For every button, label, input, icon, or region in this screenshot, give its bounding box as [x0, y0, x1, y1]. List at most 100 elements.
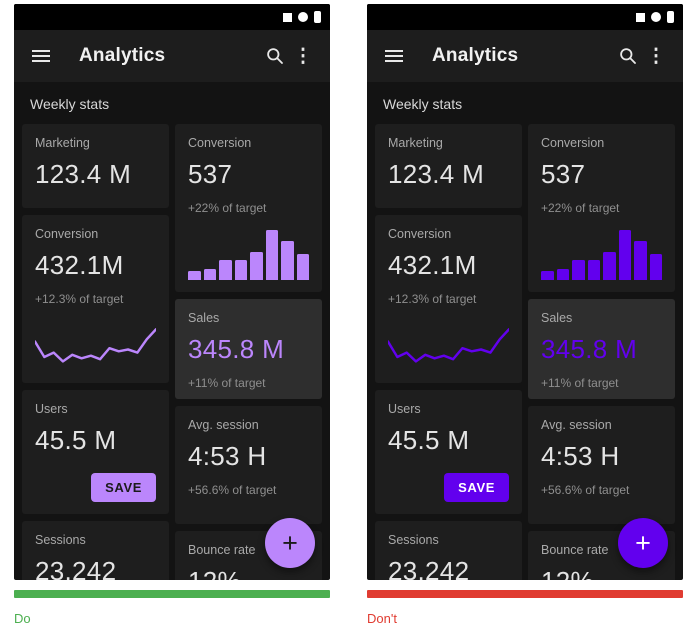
card-value: 345.8 M	[188, 334, 285, 364]
search-button[interactable]	[614, 42, 642, 70]
conversion-sparkline-chart	[388, 328, 509, 363]
section-title: Weekly stats	[30, 96, 110, 112]
card-label: Bounce rate	[188, 543, 256, 557]
left-column: Marketing 123.4 M Conversion 432.1M +12.…	[375, 124, 522, 580]
battery-icon	[314, 11, 321, 23]
do-indicator-bar	[14, 590, 330, 598]
card-avg-session: Avg. session 4:53 H +56.6% of target	[175, 406, 322, 524]
overflow-menu-button[interactable]: ⋮	[289, 42, 317, 70]
save-button[interactable]: SAVE	[444, 473, 509, 502]
card-users: Users 45.5 M SAVE	[22, 390, 169, 514]
app-bar: Analytics ⋮	[14, 30, 330, 82]
app-title: Analytics	[79, 45, 166, 66]
card-value: 23,242	[388, 556, 470, 580]
fab-add-button[interactable]: +	[618, 518, 668, 568]
signal-icon	[636, 12, 645, 22]
card-value: 45.5 M	[35, 425, 117, 455]
card-label: Conversion	[35, 227, 99, 241]
card-delta: +12.3% of target	[388, 292, 477, 306]
stats-grid: Marketing 123.4 M Conversion 432.1M +12.…	[14, 124, 330, 580]
kebab-icon: ⋮	[293, 45, 313, 67]
card-conversion-bar: Conversion 537 +22% of target	[175, 124, 322, 292]
card-conversion-line: Conversion 432.1M +12.3% of target	[22, 215, 169, 383]
card-sales: Sales 345.8 M +11% of target	[528, 299, 675, 399]
card-delta: +11% of target	[541, 376, 619, 390]
signal-icon	[283, 12, 292, 22]
right-column: Conversion 537 +22% of target Sales 345.…	[528, 124, 675, 580]
card-value: 4:53 H	[188, 441, 267, 471]
conversion-sparkline-chart	[35, 328, 156, 363]
plus-icon: +	[282, 527, 298, 558]
conversion-bar-chart	[188, 230, 309, 280]
menu-button[interactable]	[380, 42, 408, 70]
card-delta: +22% of target	[541, 201, 620, 215]
stats-grid: Marketing 123.4 M Conversion 432.1M +12.…	[367, 124, 683, 580]
kebab-icon: ⋮	[646, 45, 666, 67]
fab-add-button[interactable]: +	[265, 518, 315, 568]
conversion-bar-chart	[541, 230, 662, 280]
dont-label: Don't	[367, 611, 397, 626]
card-label: Users	[388, 402, 421, 416]
app-bar: Analytics ⋮	[367, 30, 683, 82]
hamburger-icon	[385, 55, 403, 57]
phone-mockup-do: Analytics ⋮ Weekly stats Marketing 123.4…	[14, 4, 330, 580]
card-label: Marketing	[388, 136, 443, 150]
hamburger-icon	[32, 55, 50, 57]
card-label: Sales	[188, 311, 220, 325]
card-value: 12%	[188, 566, 309, 580]
search-button[interactable]	[261, 42, 289, 70]
card-delta: +12.3% of target	[35, 292, 124, 306]
card-value: 23,242	[35, 556, 117, 580]
status-bar	[367, 4, 683, 30]
plus-icon: +	[635, 527, 651, 558]
battery-icon	[667, 11, 674, 23]
phone-mockup-dont: Analytics ⋮ Weekly stats Marketing 123.4…	[367, 4, 683, 580]
card-label: Conversion	[541, 136, 605, 150]
app-title: Analytics	[432, 45, 519, 66]
do-label: Do	[14, 611, 31, 626]
card-label: Avg. session	[188, 418, 259, 432]
card-label: Bounce rate	[541, 543, 609, 557]
card-value: 12%	[541, 566, 662, 580]
menu-button[interactable]	[27, 42, 55, 70]
card-sales: Sales 345.8 M +11% of target	[175, 299, 322, 399]
right-column: Conversion 537 +22% of target Sales 345.…	[175, 124, 322, 580]
dont-panel: Analytics ⋮ Weekly stats Marketing 123.4…	[367, 4, 683, 626]
card-value: 4:53 H	[541, 441, 620, 471]
card-label: Conversion	[388, 227, 452, 241]
card-delta: +11% of target	[188, 376, 266, 390]
card-conversion-bar: Conversion 537 +22% of target	[528, 124, 675, 292]
status-bar	[14, 4, 330, 30]
card-value: 537	[188, 159, 233, 189]
card-delta: +56.6% of target	[541, 483, 630, 497]
card-value: 123.4 M	[388, 159, 485, 189]
card-label: Sessions	[388, 533, 439, 547]
card-label: Sessions	[35, 533, 86, 547]
card-sessions: Sessions 23,242	[375, 521, 522, 580]
search-icon	[267, 48, 283, 64]
wifi-icon	[298, 12, 308, 22]
do-panel: Analytics ⋮ Weekly stats Marketing 123.4…	[14, 4, 330, 626]
card-users: Users 45.5 M SAVE	[375, 390, 522, 514]
card-value: 45.5 M	[388, 425, 470, 455]
card-avg-session: Avg. session 4:53 H +56.6% of target	[528, 406, 675, 524]
card-value: 432.1M	[35, 250, 124, 280]
card-value: 345.8 M	[541, 334, 638, 364]
card-value: 432.1M	[388, 250, 477, 280]
comparison-stage: Analytics ⋮ Weekly stats Marketing 123.4…	[14, 4, 683, 626]
section-title: Weekly stats	[383, 96, 463, 112]
card-value: 123.4 M	[35, 159, 132, 189]
card-conversion-line: Conversion 432.1M +12.3% of target	[375, 215, 522, 383]
card-delta: +56.6% of target	[188, 483, 277, 497]
card-delta: +22% of target	[188, 201, 267, 215]
search-icon	[620, 48, 636, 64]
card-marketing: Marketing 123.4 M	[22, 124, 169, 208]
overflow-menu-button[interactable]: ⋮	[642, 42, 670, 70]
dont-indicator-bar	[367, 590, 683, 598]
card-label: Users	[35, 402, 68, 416]
card-sessions: Sessions 23,242	[22, 521, 169, 580]
card-label: Conversion	[188, 136, 252, 150]
card-marketing: Marketing 123.4 M	[375, 124, 522, 208]
save-button[interactable]: SAVE	[91, 473, 156, 502]
card-label: Marketing	[35, 136, 90, 150]
